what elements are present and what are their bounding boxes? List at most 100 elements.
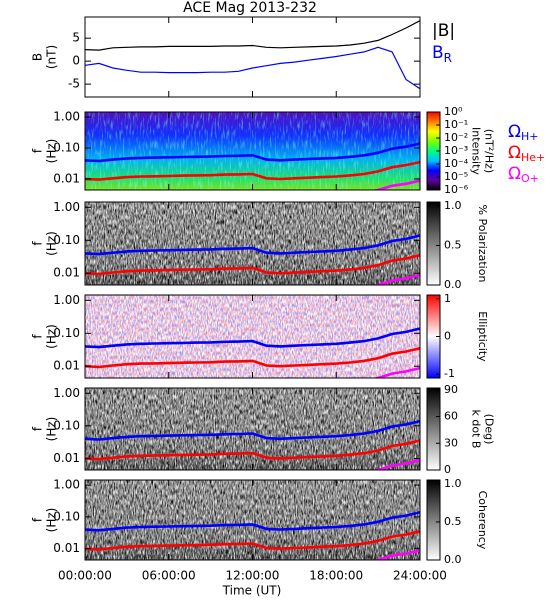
- colorbar-label: (nT²/Hz): [483, 129, 496, 173]
- legend-subscript: He+: [521, 151, 545, 164]
- colorbar-tick-label: 30: [444, 436, 458, 449]
- chart-title: ACE Mag 2013-232: [183, 0, 317, 16]
- y-tick-label: 0: [72, 54, 80, 68]
- y-axis-label: (Hz): [45, 231, 59, 256]
- legend-entry: BR: [432, 43, 452, 65]
- colorbar-label: k dot B: [470, 410, 483, 449]
- colorbar-tick-label: 10⁻⁶: [444, 183, 469, 196]
- overlay-group: [85, 142, 420, 190]
- legend-label: Ω: [508, 164, 521, 184]
- x-tick-label: 12:00:00: [226, 569, 280, 583]
- overlay-group: [85, 234, 420, 285]
- colorbar: [426, 387, 441, 471]
- overlay-group: [85, 419, 420, 470]
- gyrofrequency-line: [85, 439, 420, 461]
- x-tick-label: 06:00:00: [142, 569, 196, 583]
- y-axis-label: B: [31, 53, 45, 61]
- colorbar-label: Ellipticity: [476, 311, 489, 362]
- spectrogram-texture: [85, 112, 420, 190]
- gyrofrequency-line: [85, 530, 420, 551]
- colorbar-tick-label: 1.0: [444, 477, 462, 490]
- spectrogram-texture: [85, 480, 420, 560]
- panel-frame: [84, 16, 421, 98]
- legend-label: Ω: [508, 122, 521, 142]
- legend-entry: ΩHe+: [508, 143, 545, 164]
- y-axis-label: f: [31, 334, 45, 339]
- spectrogram-texture: [85, 295, 420, 378]
- x-tick-label: 24:00:00: [393, 569, 447, 583]
- y-tick-label: 0.10: [53, 509, 80, 523]
- y-tick-label: 0.01: [53, 359, 80, 373]
- colorbar-label: Coherency: [476, 491, 489, 550]
- gyrofrequency-line: [85, 142, 420, 163]
- colorbar-label: % Polarization: [476, 205, 489, 283]
- colorbar-tick-label: 0: [444, 463, 451, 476]
- legend-label: |B|: [432, 21, 455, 41]
- x-axis-label: Time (UT): [222, 584, 282, 598]
- overlay-group: [85, 327, 420, 378]
- colorbar-label: Intensity: [470, 127, 483, 175]
- y-tick-label: 0.10: [53, 418, 80, 432]
- colorbar-tick-label: 10⁻³: [444, 144, 468, 157]
- colorbar-tick-label: 0.0: [444, 278, 462, 291]
- y-tick-label: 0.01: [53, 266, 80, 280]
- gyrofrequency-line: [85, 511, 420, 532]
- gyrofrequency-line: [85, 234, 420, 256]
- y-axis-label: (Hz): [45, 324, 59, 349]
- colorbar-tick-label: 60: [444, 410, 458, 423]
- y-axis-label: (Hz): [45, 417, 59, 442]
- y-axis-label: f: [31, 241, 45, 246]
- gyrofrequency-line: [85, 347, 420, 369]
- y-tick-label: 1.00: [53, 478, 80, 492]
- y-tick-label: 0.10: [53, 326, 80, 340]
- colorbar-tick-label: 10⁻⁵: [444, 170, 468, 183]
- colorbar: [426, 201, 441, 286]
- colorbar-tick-label: 0.5: [444, 238, 462, 251]
- gyrofrequency-line: [85, 327, 420, 349]
- y-tick-label: -5: [68, 77, 80, 91]
- y-tick-label: 1.00: [53, 293, 80, 307]
- y-axis-label: (nT): [45, 45, 59, 69]
- y-axis-label: f: [31, 148, 45, 153]
- colorbar-tick-label: 1: [444, 292, 451, 305]
- y-tick-label: 0.01: [53, 451, 80, 465]
- legend-entry: ΩH+: [508, 122, 539, 143]
- x-tick-label: 18:00:00: [309, 569, 363, 583]
- legend-subscript: R: [444, 51, 452, 65]
- colorbar-tick-label: -1: [444, 367, 455, 380]
- gyrofrequency-line: [85, 254, 420, 276]
- y-tick-label: 1.00: [53, 200, 80, 214]
- colorbar-tick-label: 10⁰: [444, 105, 463, 118]
- y-axis-label: f: [31, 426, 45, 431]
- y-axis-label: (Hz): [45, 139, 59, 164]
- colorbar-tick-label: 10⁻⁴: [444, 157, 469, 170]
- legend-label: Ω: [508, 143, 521, 163]
- y-tick-label: 1.00: [53, 386, 80, 400]
- y-tick-label: 0.10: [53, 233, 80, 247]
- overlay-group: [85, 511, 420, 560]
- y-tick-label: 0.10: [53, 140, 80, 154]
- data-line: [85, 20, 420, 51]
- colorbar-tick-label: 10⁻²: [444, 131, 468, 144]
- colorbar-tick-label: 1.0: [444, 199, 462, 212]
- y-tick-label: 1.00: [53, 109, 80, 123]
- colorbar-tick-label: 90: [444, 383, 458, 396]
- colorbar-tick-label: 0.5: [444, 515, 462, 528]
- gyrofrequency-line: [85, 160, 420, 181]
- colorbar-label: (Deg): [483, 414, 496, 445]
- data-line: [85, 46, 420, 90]
- y-axis-label: (Hz): [45, 508, 59, 533]
- spectrogram-texture: [85, 202, 420, 285]
- colorbar-tick-label: 0: [444, 330, 451, 343]
- colorbar-tick-label: 10⁻¹: [444, 118, 468, 131]
- gyrofrequency-line: [85, 419, 420, 441]
- legend-label: B: [432, 43, 444, 63]
- spectrogram-texture: [85, 388, 420, 470]
- legend-entry: |B|: [432, 21, 455, 41]
- y-tick-label: 0.01: [53, 171, 80, 185]
- legend-subscript: O+: [521, 172, 539, 185]
- y-tick-label: 5: [72, 31, 80, 45]
- legend-entry: ΩO+: [508, 164, 539, 185]
- y-tick-label: 0.01: [53, 541, 80, 555]
